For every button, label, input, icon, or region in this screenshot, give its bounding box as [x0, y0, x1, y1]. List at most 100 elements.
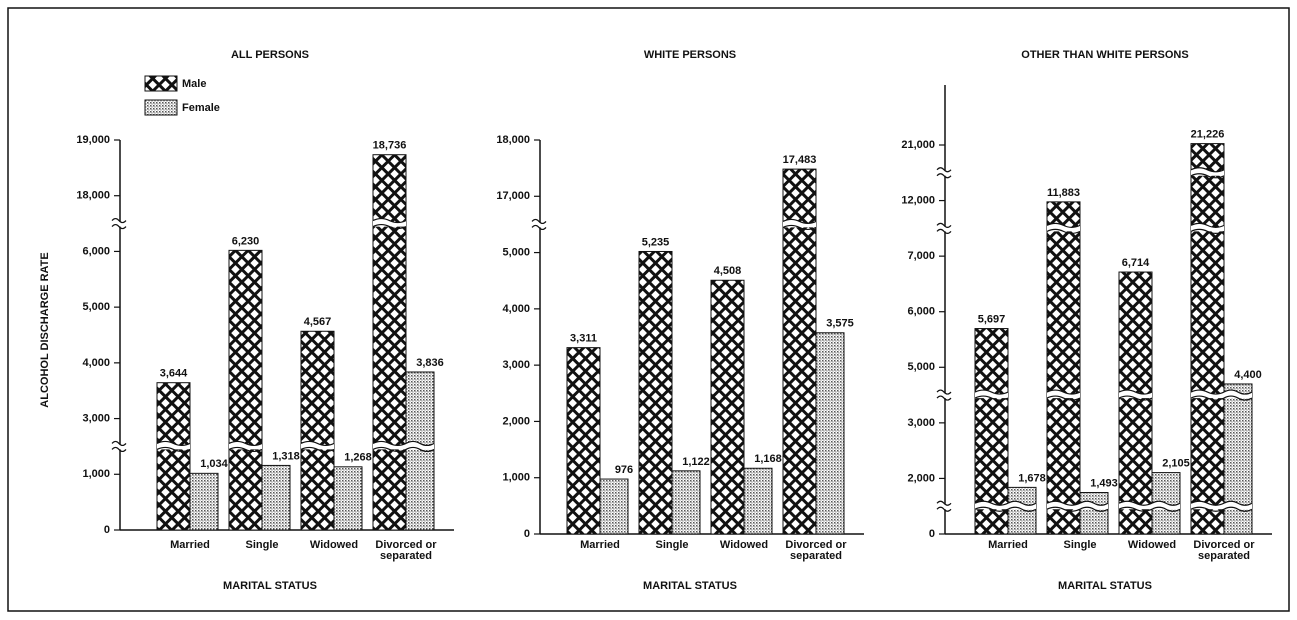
axis-break-line — [1118, 395, 1153, 401]
data-label: 5,235 — [642, 236, 670, 248]
y-tick-label: 0 — [524, 528, 530, 540]
y-tick-label: 3,000 — [907, 417, 935, 429]
bar — [1046, 201, 1081, 535]
bar — [156, 382, 191, 531]
y-tick-label: 1,000 — [502, 472, 530, 484]
y-tick-label: 0 — [104, 524, 110, 536]
axis-break-line — [936, 395, 952, 401]
axis-break-line — [228, 446, 263, 453]
data-label: 1,168 — [754, 453, 782, 465]
axis-break-line — [1046, 506, 1081, 512]
x-tick-label: Married — [170, 540, 210, 551]
data-label: 1,122 — [682, 456, 710, 468]
axis-break-line — [300, 446, 335, 453]
bar — [1190, 143, 1225, 535]
axis-break-line — [974, 500, 1009, 506]
data-label: 1,268 — [344, 452, 372, 464]
chart-title: OTHER THAN WHITE PERSONS — [1021, 49, 1188, 61]
y-tick-label: 7,000 — [907, 250, 935, 262]
bar — [1118, 271, 1153, 535]
x-tick-label-text: Married — [988, 540, 1028, 551]
x-tick-label-text: Widowed — [719, 540, 769, 551]
y-tick-label: 5,000 — [502, 246, 530, 258]
y-tick-label: 6,000 — [907, 306, 935, 318]
data-label: 1,318 — [272, 450, 300, 462]
x-tick-label: Married — [988, 540, 1028, 551]
data-label: 976 — [615, 464, 633, 476]
bar — [782, 168, 817, 535]
axis-break-line — [111, 217, 127, 224]
axis-break-line — [111, 440, 127, 447]
bar — [815, 332, 845, 535]
axis-break-line — [1190, 173, 1225, 179]
bar — [710, 279, 745, 535]
axis-break-line — [1190, 228, 1225, 234]
y-tick-label: 6,000 — [82, 245, 110, 257]
data-label: 3,644 — [160, 368, 188, 380]
data-label: 4,567 — [304, 316, 332, 328]
data-label: 11,883 — [1047, 187, 1080, 199]
x-axis-label: MARITAL STATUS — [1058, 580, 1152, 592]
x-tick-label: Widowed — [310, 540, 358, 551]
x-tick-label-text: Single — [655, 540, 689, 551]
axis-break-line — [1046, 228, 1081, 234]
axis-break-line — [1007, 500, 1037, 506]
bar — [638, 250, 673, 535]
axis-break-line — [372, 217, 407, 224]
data-label: 6,714 — [1122, 257, 1150, 269]
data-label: 21,226 — [1191, 129, 1225, 141]
data-label: 18,736 — [373, 140, 407, 152]
axis-break-line — [936, 167, 952, 173]
data-label: 17,483 — [783, 154, 817, 166]
y-tick-label: 2,000 — [907, 472, 935, 484]
axis-break-line — [1046, 395, 1081, 401]
x-tick-label-text: Single — [1063, 540, 1097, 551]
axis-break-line — [1046, 389, 1081, 395]
axis-break-line — [1118, 389, 1153, 395]
bar — [372, 154, 407, 531]
axis-break-line — [405, 446, 435, 453]
axis-break-line — [405, 440, 435, 447]
x-axis-label: MARITAL STATUS — [643, 580, 737, 592]
axis-break-line — [936, 500, 952, 506]
y-tick-label: 18,000 — [76, 190, 110, 202]
y-tick-label: 17,000 — [496, 190, 530, 202]
axis-break-line — [782, 224, 817, 231]
bar — [333, 466, 363, 531]
x-tick-label-text: Married — [580, 540, 620, 551]
y-tick-label: 2,000 — [502, 415, 530, 427]
y-tick-label: 5,000 — [82, 301, 110, 313]
axis-break-line — [111, 223, 127, 230]
axis-break-line — [1223, 395, 1253, 401]
axis-break-line — [782, 218, 817, 225]
legend-swatch — [144, 75, 178, 92]
axis-break-line — [1151, 500, 1181, 506]
axis-break-line — [372, 223, 407, 230]
y-tick-label: 0 — [929, 528, 935, 540]
data-label: 4,400 — [1234, 369, 1262, 381]
axis-break-line — [1190, 222, 1225, 228]
axis-break-line — [228, 440, 263, 447]
axis-break-line — [936, 173, 952, 179]
x-tick-label: Widowed — [719, 540, 769, 551]
y-axis-label: ALCOHOL DISCHARGE RATE — [39, 252, 51, 407]
axis-break-line — [531, 218, 547, 225]
axis-break-line — [1190, 167, 1225, 173]
x-tick-label-text: Divorced or separated — [785, 540, 847, 562]
data-label: 3,311 — [570, 333, 597, 345]
axis-break-line — [936, 228, 952, 234]
bar — [671, 470, 701, 535]
bar — [743, 467, 773, 535]
axis-break-line — [974, 506, 1009, 512]
y-tick-label: 21,000 — [901, 139, 935, 151]
legend-label: Female — [182, 102, 220, 114]
axis-break-line — [156, 440, 191, 447]
bar — [228, 249, 263, 531]
axis-break-line — [111, 446, 127, 453]
axis-break-line — [1190, 395, 1225, 401]
x-tick-label: Single — [1063, 540, 1097, 551]
bar — [261, 464, 291, 531]
y-tick-label: 4,000 — [502, 303, 530, 315]
bar — [189, 472, 219, 531]
